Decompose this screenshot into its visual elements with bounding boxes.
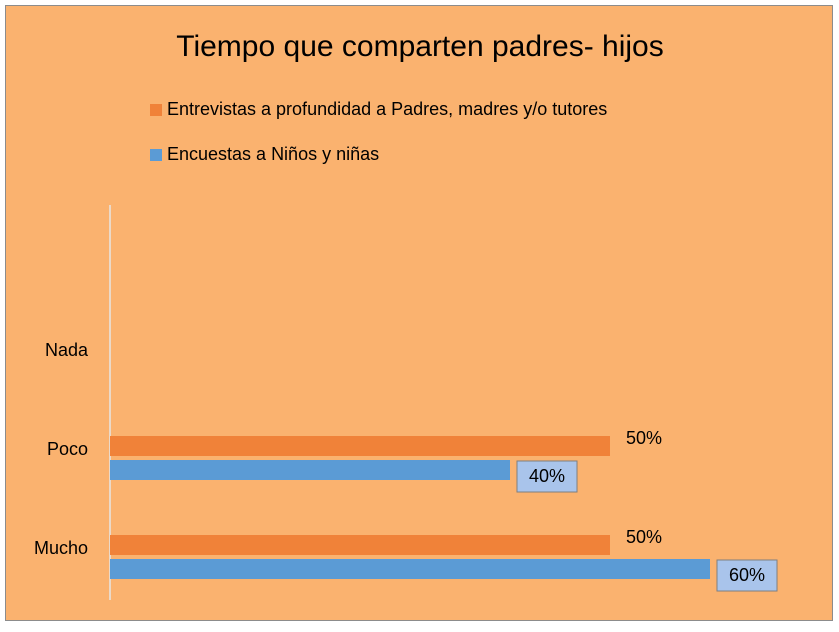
data-label: 60% [729,565,765,585]
chart-background [5,5,833,621]
data-label: 50% [626,527,662,547]
bar [110,535,610,555]
y-tick-label: Poco [47,439,88,459]
y-tick-label: Nada [45,340,89,360]
legend-swatch [150,104,162,116]
data-label-box [516,460,578,493]
data-label: 40% [529,466,565,486]
bar [110,460,510,480]
legend-label: Entrevistas a profundidad a Padres, madr… [167,99,607,119]
chart-title: Tiempo que comparten padres- hijos [176,30,663,63]
legend-swatch [150,149,162,161]
data-label-box [716,559,778,592]
y-tick-label: Mucho [34,538,88,558]
bar [110,436,610,456]
bar [110,559,710,579]
legend-label: Encuestas a Niños y niñas [167,144,379,164]
data-label: 50% [626,428,662,448]
